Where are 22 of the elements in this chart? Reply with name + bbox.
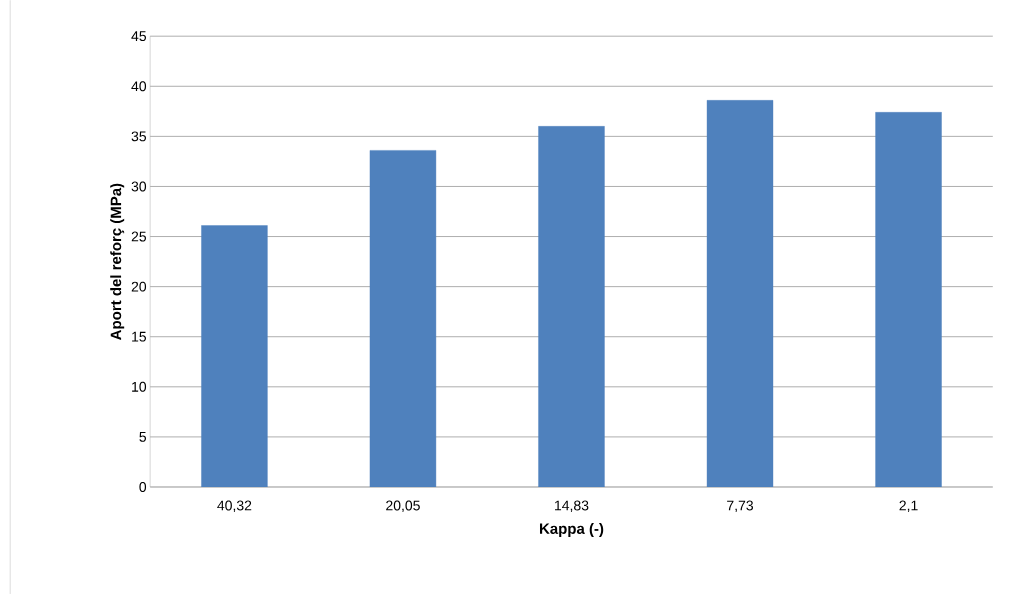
- y-tick-label: 10: [132, 381, 147, 392]
- bar: [201, 225, 268, 487]
- y-tick-label: 5: [139, 431, 147, 442]
- y-tick-label: 0: [139, 481, 147, 492]
- bar: [875, 112, 942, 487]
- y-tick-label: 25: [131, 231, 147, 242]
- bar: [706, 100, 774, 487]
- y-axis-title: Aport del reforç (MPa): [110, 183, 125, 340]
- y-tick-label: 45: [131, 31, 147, 41]
- x-tick-label: 2,1: [899, 500, 918, 513]
- x-tick-label: 7,73: [727, 500, 754, 513]
- x-tick-label: 20,05: [386, 500, 420, 513]
- y-tick-label: 40: [131, 81, 147, 92]
- y-tick-label: 20: [131, 281, 147, 292]
- y-tick-label: 15: [132, 331, 147, 342]
- y-tick-label: 35: [131, 131, 147, 142]
- y-tick-label: 30: [131, 181, 147, 192]
- x-axis-title: Kappa (-): [540, 522, 604, 537]
- bar: [369, 150, 437, 487]
- x-tick-label: 14,83: [555, 500, 589, 513]
- x-tick-label: 40,32: [217, 500, 252, 513]
- bar: [538, 126, 605, 487]
